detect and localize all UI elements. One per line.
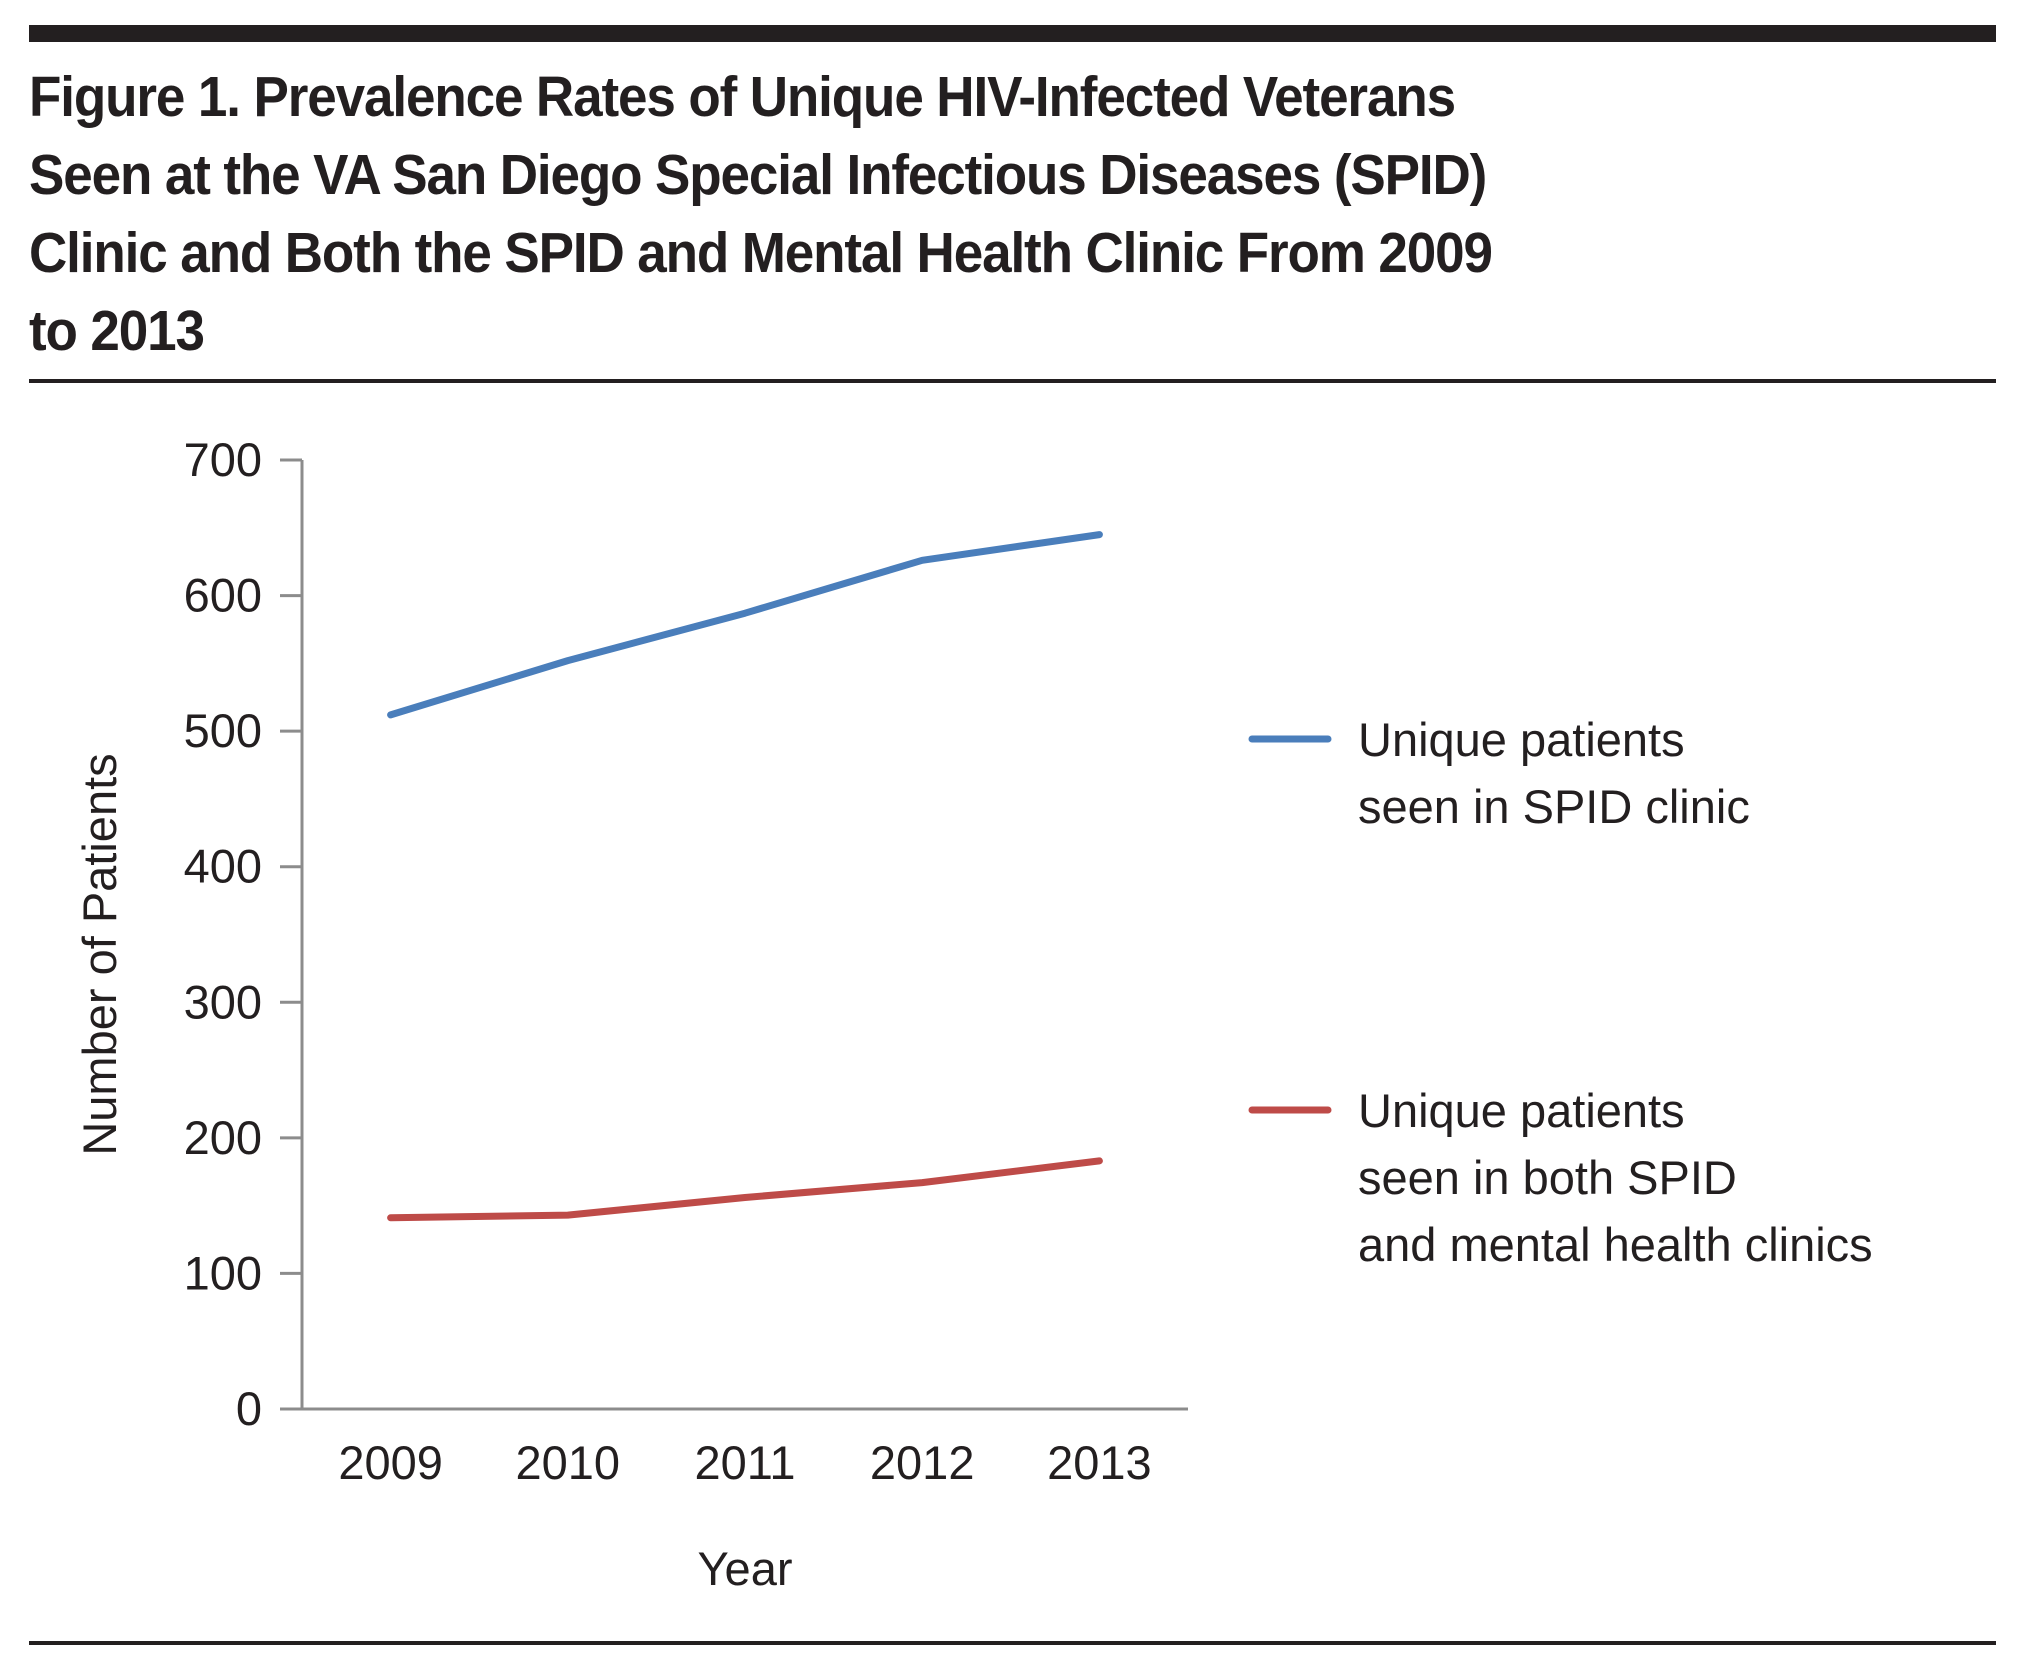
series-line-1 bbox=[387, 531, 1103, 719]
legend-item-2: Unique patients seen in both SPID and ment… bbox=[1248, 1084, 1873, 1271]
figure-title-line: to 2013 bbox=[29, 299, 205, 363]
y-tick-label: 0 bbox=[236, 1382, 262, 1435]
x-tick-label: 2011 bbox=[694, 1436, 795, 1489]
bottom-rule bbox=[29, 1641, 1996, 1645]
x-tick-label: 2012 bbox=[870, 1436, 975, 1489]
title-rule bbox=[29, 379, 1996, 383]
y-tick-label: 300 bbox=[184, 975, 262, 1028]
y-tick-label: 400 bbox=[184, 840, 262, 893]
y-tick-label: 700 bbox=[184, 433, 262, 486]
figure-title: Figure 1. Prevalence Rates of Unique HIV… bbox=[29, 58, 1866, 370]
legend-label-line: and mental health clinics bbox=[1358, 1218, 1873, 1271]
series-lines bbox=[387, 531, 1103, 1222]
x-tick-label: 2010 bbox=[516, 1436, 621, 1489]
y-axis-title: Number of Patients bbox=[73, 753, 126, 1155]
x-tick-label: 2009 bbox=[338, 1436, 443, 1489]
y-tick-label: 100 bbox=[184, 1246, 262, 1299]
legend-item-1: Unique patients seen in SPID clinic bbox=[1248, 713, 1750, 833]
top-rule bbox=[29, 25, 1996, 42]
y-tick-label: 200 bbox=[184, 1111, 262, 1164]
legend-label-line: Unique patients bbox=[1358, 713, 1685, 766]
legend-label-line: seen in both SPID bbox=[1358, 1151, 1737, 1204]
series-line-2 bbox=[387, 1157, 1103, 1222]
y-tick-label: 500 bbox=[184, 704, 262, 757]
legend-label-line: seen in SPID clinic bbox=[1358, 780, 1750, 833]
figure-title-line: Clinic and Both the SPID and Mental Heal… bbox=[29, 221, 1493, 285]
axes bbox=[280, 460, 1188, 1411]
figure-title-line: Seen at the VA San Diego Special Infecti… bbox=[29, 143, 1487, 207]
y-axis-ticks: 0 100 200 300 400 500 600 700 bbox=[184, 433, 302, 1435]
legend-label-line: Unique patients bbox=[1358, 1084, 1685, 1137]
x-axis-title: Year bbox=[698, 1542, 793, 1595]
figure-title-line: Figure 1. Prevalence Rates of Unique HIV… bbox=[29, 65, 1456, 129]
y-tick-label: 600 bbox=[184, 569, 262, 622]
x-axis-ticks: 2009 2010 2011 2012 2013 bbox=[338, 1436, 1151, 1489]
x-tick-label: 2013 bbox=[1047, 1436, 1152, 1489]
